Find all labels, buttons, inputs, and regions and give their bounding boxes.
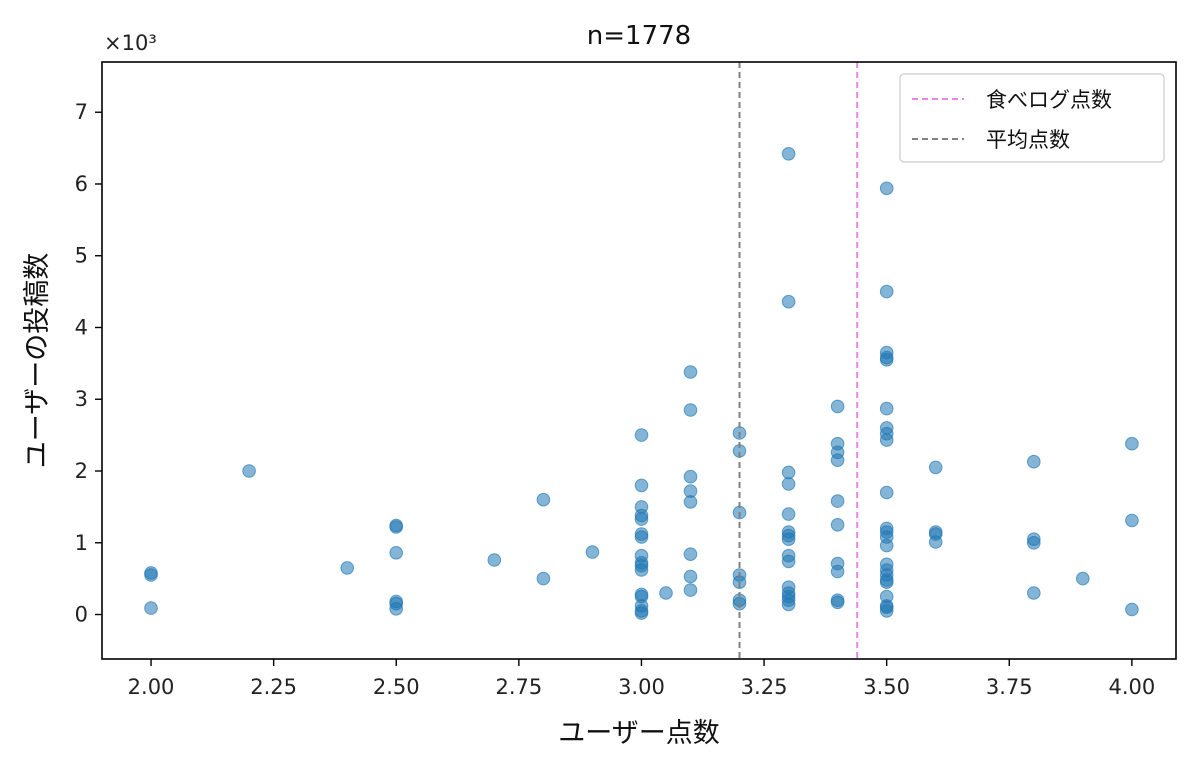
- data-point: [389, 602, 404, 616]
- data-point: [830, 494, 845, 508]
- data-point: [928, 535, 943, 549]
- y-tick-label: 0: [75, 603, 88, 627]
- data-point: [879, 284, 894, 299]
- data-point: [634, 563, 649, 577]
- y-tick-label: 4: [75, 315, 88, 339]
- y-tick-label: 7: [75, 100, 88, 124]
- data-point: [879, 433, 894, 447]
- data-point: [879, 353, 894, 367]
- data-point: [781, 507, 796, 521]
- data-point: [683, 547, 698, 562]
- data-point: [879, 575, 894, 590]
- data-point: [144, 601, 158, 615]
- data-point: [634, 478, 649, 493]
- data-point: [683, 403, 698, 417]
- data-point: [781, 554, 796, 569]
- data-point: [781, 597, 796, 612]
- data-point: [830, 453, 845, 468]
- data-point: [389, 520, 404, 534]
- data-point: [928, 460, 943, 475]
- legend-label-tabelog-score: 食べログ点数: [986, 88, 1112, 112]
- data-point: [487, 553, 502, 567]
- x-tick-label: 3.25: [741, 675, 788, 699]
- data-point: [242, 464, 256, 478]
- points-layer: [144, 147, 1139, 620]
- data-point: [879, 401, 894, 416]
- data-point: [781, 147, 796, 161]
- data-point: [683, 365, 698, 379]
- data-point: [879, 604, 894, 618]
- x-tick-label: 2.50: [373, 675, 420, 699]
- data-point: [781, 294, 796, 309]
- x-tick-label: 3.75: [986, 675, 1033, 699]
- data-point: [1125, 436, 1139, 451]
- data-point: [1027, 454, 1041, 469]
- data-point: [389, 546, 404, 560]
- data-point: [634, 606, 649, 620]
- data-point: [830, 564, 845, 579]
- y-axis-label: ユーザーの投稿数: [22, 253, 53, 468]
- data-point: [1027, 536, 1041, 550]
- plot-area-frame: [101, 61, 1177, 660]
- y-tick-label: 1: [75, 531, 88, 555]
- data-point: [683, 469, 698, 484]
- data-point: [683, 569, 698, 584]
- legend-label-average-score: 平均点数: [986, 128, 1070, 152]
- x-tick-label: 3.00: [618, 675, 665, 699]
- data-point: [879, 181, 894, 196]
- y-axis-ticks: 0 1 2 3 4 5 6 7: [75, 100, 102, 627]
- data-point: [634, 512, 649, 526]
- data-point: [1076, 571, 1090, 586]
- data-point: [536, 492, 551, 507]
- data-point: [830, 595, 845, 610]
- data-point: [536, 571, 551, 586]
- data-point: [879, 485, 894, 500]
- chart-title: n=1778: [587, 21, 691, 51]
- y-tick-label: 2: [75, 459, 88, 483]
- data-point: [1125, 513, 1139, 528]
- y-tick-label: 6: [75, 172, 88, 196]
- y-axis-multiplier: ×10³: [104, 31, 157, 55]
- x-axis-label: ユーザー点数: [558, 718, 719, 749]
- legend-box: [899, 73, 1165, 163]
- data-point: [781, 465, 796, 480]
- data-point: [879, 538, 894, 553]
- legend: 食べログ点数 平均点数: [899, 73, 1165, 163]
- data-point: [144, 568, 158, 582]
- x-tick-label: 2.00: [128, 675, 175, 699]
- data-point: [781, 477, 796, 491]
- x-tick-label: 2.75: [495, 675, 542, 699]
- data-point: [1125, 602, 1139, 617]
- data-point: [830, 399, 845, 414]
- x-tick-label: 3.50: [863, 675, 910, 699]
- x-tick-label: 4.00: [1108, 675, 1155, 699]
- data-point: [1027, 586, 1041, 600]
- data-point: [634, 428, 649, 442]
- data-point: [659, 586, 673, 600]
- data-point: [634, 530, 649, 544]
- data-point: [683, 583, 698, 597]
- data-point: [781, 532, 796, 547]
- data-point: [340, 561, 355, 575]
- data-point: [683, 495, 698, 509]
- data-point: [830, 518, 845, 532]
- data-point: [585, 545, 600, 559]
- y-tick-label: 5: [75, 244, 88, 268]
- y-tick-label: 3: [75, 387, 88, 411]
- x-axis-ticks: 2.00 2.25 2.50 2.75 3.00 3.25 3.50 3.75 4.00: [128, 659, 1155, 699]
- x-tick-label: 2.25: [250, 675, 297, 699]
